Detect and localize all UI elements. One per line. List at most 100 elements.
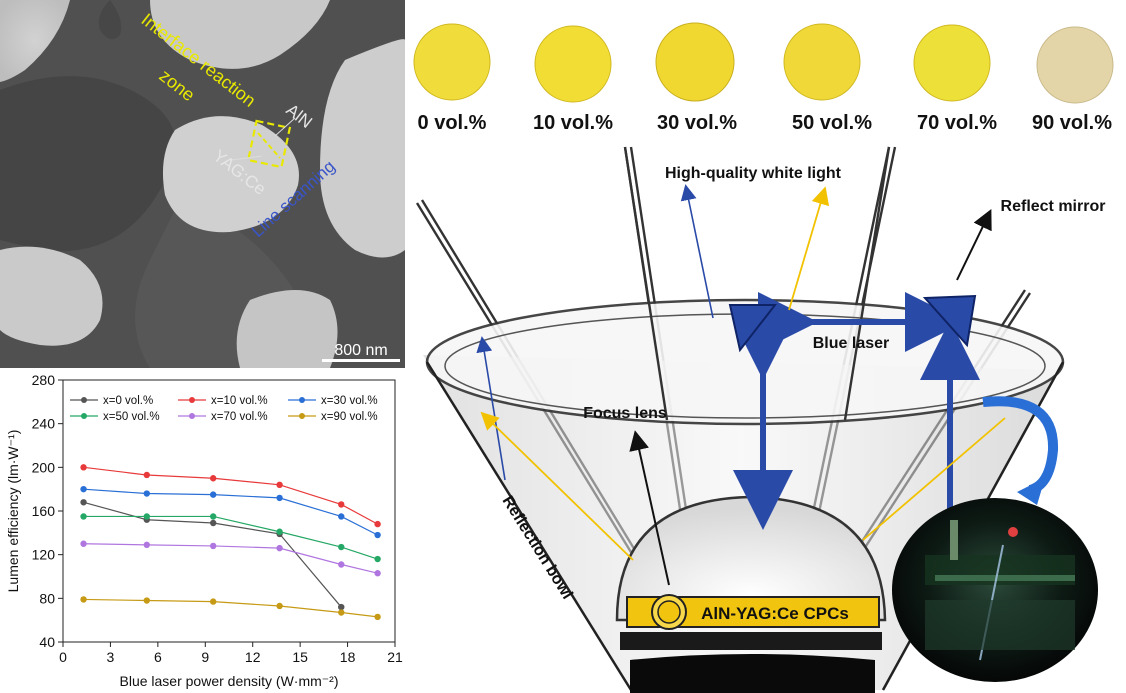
data-point <box>143 471 150 479</box>
grain <box>150 0 330 69</box>
legend-label: x=0 vol.% <box>103 395 153 407</box>
data-point <box>276 602 283 610</box>
y-tick-label: 40 <box>39 634 55 650</box>
sample-disc <box>534 25 612 103</box>
scan-line <box>257 132 281 159</box>
series-line <box>83 515 378 560</box>
y-tick-label: 120 <box>32 547 56 563</box>
sample-label: 70 vol.% <box>917 112 997 134</box>
series-line <box>83 488 378 536</box>
sample-label: 10 vol.% <box>533 112 613 134</box>
series <box>80 513 381 563</box>
data-point <box>374 613 381 621</box>
legend-item: x=30 vol.% <box>288 395 378 407</box>
sample-disc <box>655 22 735 102</box>
sample-discs: 0 vol.% 10 vol.% 30 vol.% 50 vol.% 70 vo… <box>413 22 1114 134</box>
legend-label: x=90 vol.% <box>321 411 378 423</box>
sample-label: 30 vol.% <box>657 112 737 134</box>
cpc-label: AlN-YAG:Ce CPCs <box>701 604 849 623</box>
data-point <box>209 598 217 605</box>
legend-marker <box>299 397 305 403</box>
x-tick-label: 15 <box>292 649 308 665</box>
y-tick-label: 280 <box>32 372 56 388</box>
data-point <box>276 528 283 535</box>
sample-disc <box>783 23 861 101</box>
data-point <box>374 570 381 577</box>
data-point <box>276 481 283 488</box>
legend-item: x=70 vol.% <box>178 411 268 423</box>
blue-laser-label: Blue laser <box>813 335 889 352</box>
data-point <box>276 544 283 552</box>
legend-marker <box>189 413 195 419</box>
sample-label: 0 vol.% <box>418 112 487 134</box>
data-point <box>338 543 345 551</box>
reflect-mirror <box>922 294 977 348</box>
legend-marker <box>81 413 87 419</box>
scale-bar <box>322 359 400 362</box>
reflect-mirror-label: Reflect mirror <box>1001 198 1106 215</box>
y-tick-label: 80 <box>39 590 55 606</box>
legend-item: x=50 vol.% <box>70 411 160 423</box>
x-tick-label: 12 <box>245 649 261 665</box>
grain <box>0 246 103 346</box>
data-point <box>80 540 87 547</box>
series <box>80 540 381 577</box>
data-point <box>209 513 217 520</box>
x-tick-label: 18 <box>340 649 356 665</box>
interface-box <box>246 119 292 169</box>
legend-label: x=50 vol.% <box>103 411 160 423</box>
sample-disc <box>913 24 991 102</box>
data-point <box>143 490 150 497</box>
data-point <box>338 501 345 508</box>
data-point <box>338 561 345 568</box>
sample-disc <box>413 23 491 101</box>
data-point <box>209 519 217 527</box>
y-tick-label: 240 <box>32 416 56 432</box>
lumen-efficiency-chart: 0 3 6 9 12 15 18 21 40 80 120 160 200 240 280 x=0 vol.… <box>0 370 405 693</box>
x-tick-label: 9 <box>201 649 209 665</box>
x-tick-label: 21 <box>387 649 403 665</box>
legend-item: x=0 vol.% <box>70 395 153 407</box>
data-point <box>143 597 150 604</box>
series <box>80 596 381 621</box>
y-tick-label: 160 <box>32 503 56 519</box>
series-line <box>83 598 378 618</box>
grain <box>236 290 338 368</box>
sem-image: Interface reaction zone AlN YAG:Ce Line … <box>0 0 405 368</box>
x-tick-label: 0 <box>59 649 67 665</box>
data-point <box>80 513 87 520</box>
data-point <box>209 475 217 482</box>
legend-marker <box>81 397 87 403</box>
reflect-mirror <box>728 304 778 353</box>
y-tick-label: 200 <box>32 459 56 475</box>
laser-lighting-diagram: 0 vol.% 10 vol.% 30 vol.% 50 vol.% 70 vo… <box>405 0 1126 693</box>
chart-svg: 0 3 6 9 12 15 18 21 40 80 120 160 200 240 280 x=0 vol.… <box>5 372 403 689</box>
x-tick-label: 6 <box>154 649 162 665</box>
legend-item: x=90 vol.% <box>288 411 378 423</box>
series <box>80 464 381 528</box>
grain <box>0 0 70 82</box>
sample-disc <box>1036 26 1114 104</box>
data-point <box>338 609 345 616</box>
data-point <box>374 555 381 563</box>
sample-label: 90 vol.% <box>1032 112 1112 134</box>
series-line <box>83 543 378 574</box>
data-point <box>209 491 217 498</box>
series-line <box>83 466 378 525</box>
data-point <box>80 499 87 506</box>
data-point <box>80 464 87 471</box>
series <box>80 485 381 539</box>
data-point <box>80 596 87 603</box>
x-tick-label: 3 <box>107 649 115 665</box>
diagram-svg: 0 vol.% 10 vol.% 30 vol.% 50 vol.% 70 vo… <box>413 22 1114 693</box>
grain <box>320 39 405 258</box>
legend-label: x=10 vol.% <box>211 395 268 407</box>
y-axis-label: Lumen efficiency (lm·W⁻¹) <box>5 430 21 593</box>
night-scene-photo <box>892 498 1098 682</box>
focus-lens-dome: AlN-YAG:Ce CPCs <box>615 495 887 693</box>
data-point <box>143 541 150 549</box>
sample-label: 50 vol.% <box>792 112 872 134</box>
scale-bar-label: 800 nm <box>334 342 387 359</box>
legend-label: x=70 vol.% <box>211 411 268 423</box>
data-point <box>276 494 283 502</box>
